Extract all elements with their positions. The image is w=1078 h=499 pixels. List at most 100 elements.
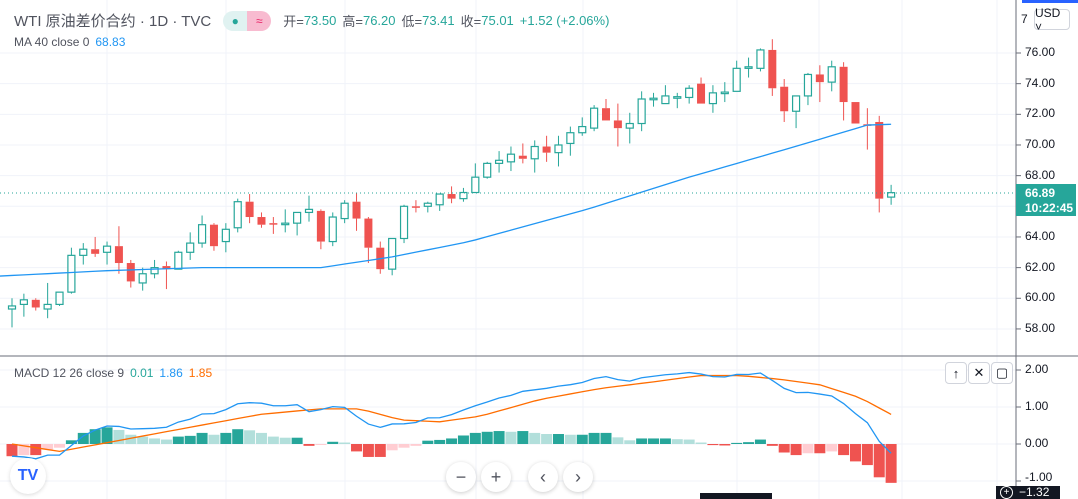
histogram-bar xyxy=(731,442,743,444)
wave-icon: ≈ xyxy=(247,10,272,31)
candle xyxy=(293,211,302,236)
macd-signal-value: 1.85 xyxy=(188,366,213,380)
price-axis-label: 64.00 xyxy=(1025,228,1056,243)
candle xyxy=(257,212,266,228)
last-price-value: 66.89 xyxy=(1025,186,1056,200)
scroll-back-button[interactable]: ‹ xyxy=(528,462,558,492)
histogram-bar xyxy=(137,436,149,444)
candle xyxy=(613,103,622,147)
candle xyxy=(673,92,682,109)
candle xyxy=(542,135,551,162)
symbol-title[interactable]: WTI 原油差价合约 · 1D · TVC xyxy=(14,13,212,30)
candle-body xyxy=(423,202,432,207)
histogram-bar xyxy=(89,429,101,444)
candle-body xyxy=(43,303,52,310)
histogram-bar xyxy=(101,427,113,444)
histogram-bar xyxy=(386,444,398,451)
candle xyxy=(221,223,230,253)
tradingview-logo[interactable]: TV xyxy=(10,458,46,494)
candle xyxy=(352,192,361,231)
macd-current-value: −1.32 xyxy=(1019,485,1050,499)
candle xyxy=(364,217,373,264)
candle-body xyxy=(602,108,610,121)
candle xyxy=(55,291,64,306)
move-pane-up-button[interactable]: ↑ xyxy=(945,362,967,384)
macd-axis-label: 1.00 xyxy=(1025,399,1049,413)
candle xyxy=(518,143,527,164)
candle-body xyxy=(293,211,302,224)
histogram-bar xyxy=(327,441,339,444)
candle xyxy=(875,115,884,213)
histogram-bar xyxy=(743,442,755,444)
histogram-bar xyxy=(362,444,374,457)
change-value: +1.52 (+2.06%) xyxy=(519,13,610,28)
candle-body xyxy=(744,66,753,69)
macd-histogram xyxy=(6,427,897,483)
maximize-pane-button[interactable]: ▢ xyxy=(991,362,1013,384)
candle-body xyxy=(364,218,373,248)
candle xyxy=(768,39,777,96)
candles xyxy=(7,39,896,328)
histogram-bar xyxy=(612,437,624,444)
histogram-bar xyxy=(588,432,600,444)
histogram-bar xyxy=(434,439,446,444)
candle-body xyxy=(685,87,694,99)
histogram-bar xyxy=(184,435,196,444)
histogram-bar xyxy=(446,438,458,444)
candle xyxy=(637,91,646,132)
histogram-bar xyxy=(636,438,648,444)
price-axis-label: 68.00 xyxy=(1025,167,1056,182)
candle-body xyxy=(697,83,706,104)
candle xyxy=(126,259,135,288)
scroll-forward-button[interactable]: › xyxy=(563,462,593,492)
candle-body xyxy=(174,251,183,270)
status-pill[interactable]: ● ≈ xyxy=(223,10,272,31)
last-price-label: 66.89 10:22:45 xyxy=(1016,184,1076,216)
macd-legend[interactable]: MACD 12 26 close 9 0.01 1.86 1.85 xyxy=(14,366,212,380)
histogram-bar xyxy=(160,439,172,444)
currency-select[interactable]: USD ˅ xyxy=(1034,6,1070,34)
candle xyxy=(471,163,480,194)
candle xyxy=(530,140,539,173)
candle-body xyxy=(756,49,765,69)
candle xyxy=(79,243,88,265)
zoom-plus-icon[interactable]: + xyxy=(1000,486,1013,499)
price-axis-label: 58.00 xyxy=(1025,320,1056,335)
candle-body xyxy=(768,49,777,89)
candle xyxy=(732,60,741,92)
candle-body xyxy=(530,145,539,160)
histogram-bar xyxy=(695,442,707,444)
histogram-bar xyxy=(6,444,18,457)
candle xyxy=(102,241,112,265)
histogram-bar xyxy=(255,432,267,444)
candle xyxy=(506,146,516,172)
histogram-bar xyxy=(481,431,493,444)
candle-body xyxy=(887,192,896,198)
histogram-bar xyxy=(576,434,588,444)
candle-body xyxy=(233,201,242,229)
candle xyxy=(233,198,242,233)
histogram-bar xyxy=(814,444,826,454)
time-axis-highlight xyxy=(700,493,772,499)
histogram-bar xyxy=(600,432,612,444)
candle-body xyxy=(827,66,836,83)
macd-axis-label: 0.00 xyxy=(1025,436,1049,450)
zoom-out-button[interactable]: − xyxy=(446,462,476,492)
top-progress-bar xyxy=(1022,0,1078,3)
candle-body xyxy=(780,86,789,112)
histogram-bar xyxy=(18,444,30,456)
ma-legend[interactable]: MA 40 close 0 68.83 xyxy=(14,35,125,49)
candle xyxy=(602,98,610,121)
candle xyxy=(685,85,694,104)
histogram-bar xyxy=(826,444,838,452)
candle xyxy=(304,195,314,222)
candle-body xyxy=(435,193,444,206)
zoom-in-button[interactable]: + xyxy=(481,462,511,492)
histogram-bar xyxy=(303,444,315,446)
close-pane-button[interactable]: ✕ xyxy=(968,362,990,384)
candle-body xyxy=(732,67,741,92)
candle xyxy=(756,48,765,72)
bar-countdown: 10:22:45 xyxy=(1025,201,1074,215)
candle xyxy=(114,226,123,274)
